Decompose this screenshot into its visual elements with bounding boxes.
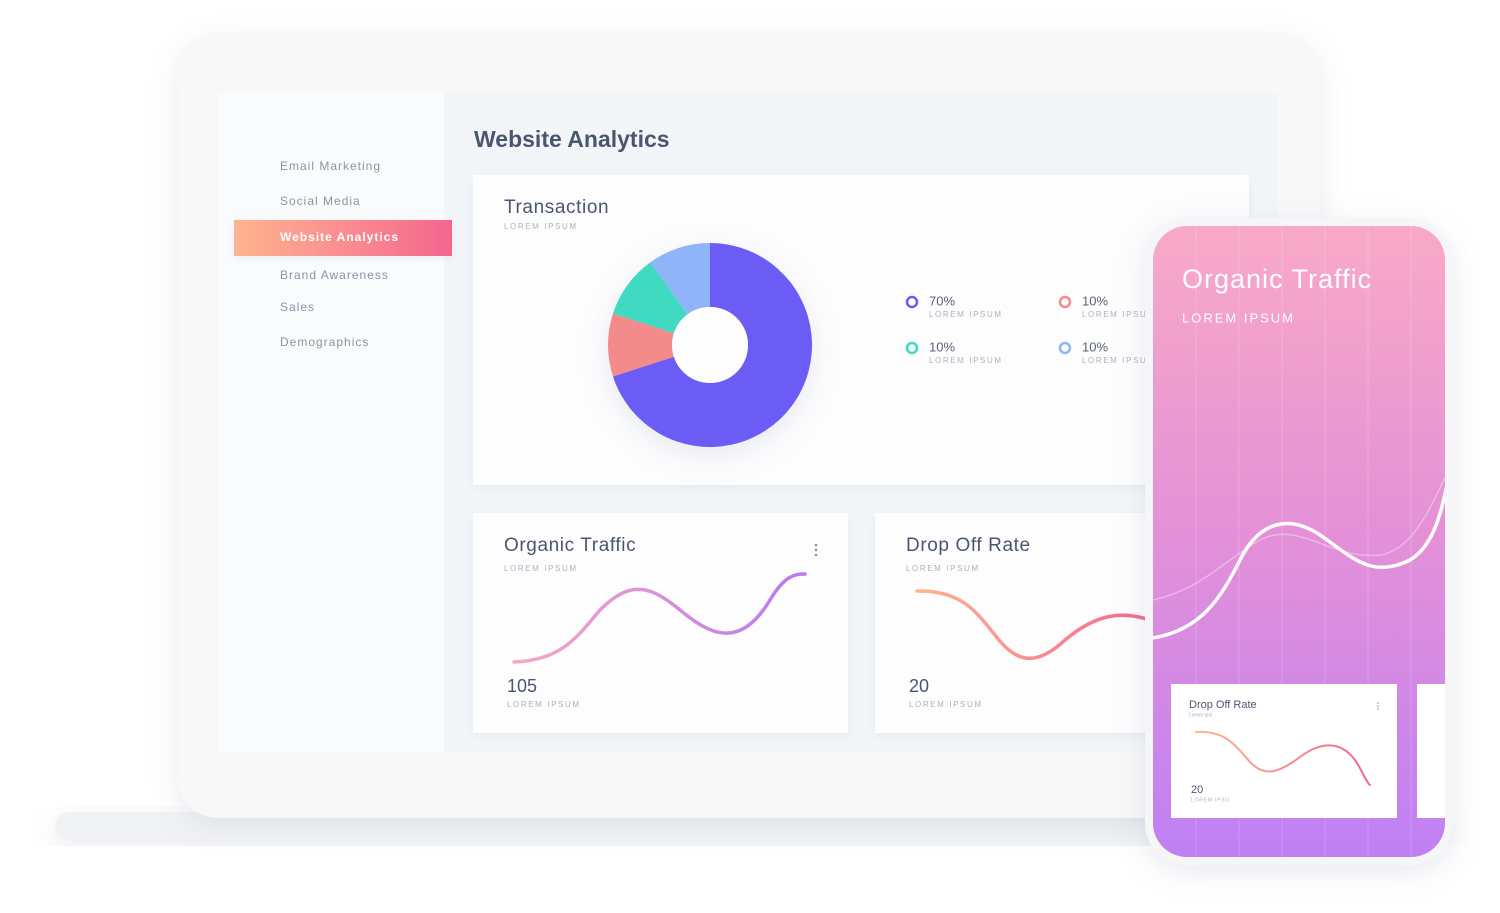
sidebar-menu: Email Marketing Social Media Website Analy… — [234, 159, 452, 349]
phone-card-caption: LOREM IPSU — [1191, 797, 1230, 803]
trend-curve — [915, 589, 1152, 660]
legend-value: 10% — [1082, 339, 1108, 354]
phone-card — [1171, 684, 1397, 818]
donut-hole — [672, 307, 748, 383]
menu-item[interactable]: Social Media — [280, 194, 361, 208]
trend-curve — [512, 572, 807, 664]
card-texts: Organic Traffic LOREM IPSUM 105 LOREM IPSUM… — [504, 535, 1031, 709]
phone-more-menu[interactable] — [1377, 702, 1379, 710]
legend-caption: LOREM IPSUM — [1082, 356, 1156, 365]
legend-value: 10% — [929, 339, 955, 354]
legend-marker — [905, 295, 919, 309]
phone-screen: Organic Traffic LOREM IPSUM Drop Off Rat… — [1153, 226, 1445, 857]
transaction-card — [473, 175, 1249, 485]
card-title: Organic Traffic — [504, 535, 636, 556]
phone-curve — [1153, 469, 1445, 640]
legend-value: 10% — [1082, 293, 1108, 308]
card-caption: LOREM IPSUM — [507, 700, 581, 709]
more-menu[interactable] — [814, 543, 818, 557]
legend-caption: LOREM IPSUM — [929, 310, 1003, 319]
phone-curve-shadow — [1153, 469, 1445, 601]
card-title: Transaction — [504, 197, 609, 218]
card-subtitle: LOREM IPSUM — [504, 222, 578, 231]
card-title: Drop Off Rate — [906, 535, 1031, 556]
donut-chart — [607, 243, 812, 448]
donut-segment — [612, 262, 688, 334]
card-value: 105 — [507, 676, 537, 696]
menu-item[interactable]: Demographics — [280, 335, 369, 349]
laptop-base — [55, 812, 1445, 840]
menu-item[interactable]: Email Marketing — [280, 159, 381, 173]
legend-marker — [905, 341, 919, 355]
phone-trend-curve — [1195, 730, 1371, 786]
phone-card-value: 20 — [1191, 784, 1203, 796]
legend-marker — [1058, 295, 1072, 309]
legend-marker — [1058, 341, 1072, 355]
card-value: 20 — [909, 676, 929, 696]
phone-card-subtitle: Lorem ipsl — [1189, 712, 1212, 718]
card-caption: LOREM IPSUM — [909, 700, 983, 709]
phone: Organic Traffic LOREM IPSUM Drop Off Rat… — [1145, 218, 1453, 865]
card-subtitle: LOREM IPSUM — [504, 564, 578, 573]
legend: 70% LOREM IPSUM 10% LOREM IPSUM 10% LOREM IPS… — [905, 293, 1156, 365]
legend-value: 70% — [929, 293, 955, 308]
donut-segment — [607, 313, 674, 377]
laptop: Email Marketing Social Media Website Analy… — [55, 33, 1445, 840]
legend-caption: LOREM IPSUM — [929, 356, 1003, 365]
card — [473, 513, 848, 733]
menu-item[interactable]: Brand Awareness — [280, 268, 389, 282]
active-item-bg — [234, 220, 452, 256]
card-subtitle: LOREM IPSUM — [906, 564, 980, 573]
page-title: Website Analytics — [474, 126, 670, 152]
sidebar — [218, 93, 444, 752]
phone-title: Organic Traffic — [1182, 264, 1372, 294]
menu-item-active[interactable]: Website Analytics — [280, 230, 399, 244]
phone-subtitle: LOREM IPSUM — [1182, 310, 1295, 325]
phone-card-title: Drop Off Rate — [1189, 699, 1257, 711]
donut-segment — [650, 243, 710, 315]
menu-item[interactable]: Sales — [280, 300, 315, 314]
donut-segment — [612, 243, 812, 448]
phone-card-partial — [1417, 684, 1445, 818]
legend-caption: LOREM IPSUM — [1082, 310, 1156, 319]
